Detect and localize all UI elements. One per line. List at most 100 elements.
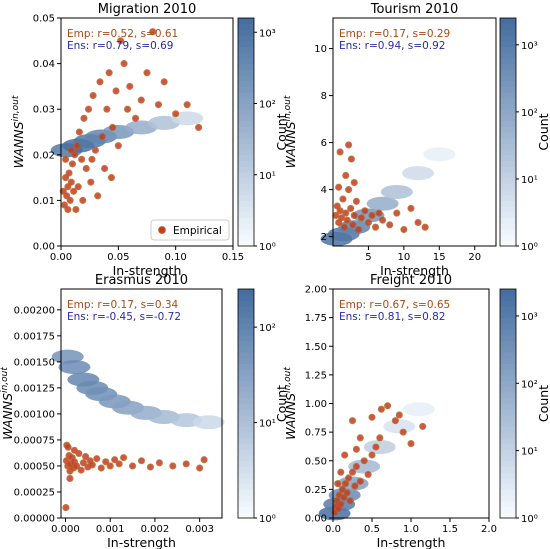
colorbar-segment (500, 86, 516, 93)
empirical-point (62, 174, 70, 182)
y-tick-label: 2.00 (305, 285, 327, 296)
colorbar-segment (500, 183, 516, 190)
empirical-point (376, 434, 384, 442)
empirical-point (62, 504, 70, 512)
empirical-points (332, 141, 429, 234)
colorbar-segment (500, 35, 516, 42)
y-axis-label: WANNSin,out (283, 95, 298, 168)
stats-ens: Ens: r=0.94, s=0.92 (339, 40, 445, 52)
empirical-point (94, 192, 102, 200)
colorbar-segment (238, 443, 254, 450)
colorbar-segment (500, 403, 516, 410)
empirical-point (59, 187, 67, 195)
density-cell (423, 147, 456, 162)
x-tick-label: 0.15 (222, 252, 244, 263)
empirical-point (351, 482, 359, 490)
colorbar-segment (500, 143, 516, 150)
empirical-point (345, 141, 353, 149)
colorbar-segment (500, 137, 516, 144)
colorbar-segment (238, 75, 254, 82)
empirical-point (419, 422, 427, 430)
empirical-point (407, 440, 415, 448)
colorbar-segment (238, 317, 254, 324)
empirical-point (360, 457, 368, 465)
colorbar-segment (500, 154, 516, 161)
panel-4: 0.0 0.5 1.0 1.5 2.0 0.00 0.25 0.50 0.75 1.00 1.25 1… (283, 273, 550, 549)
empirical-point (78, 155, 86, 163)
colorbar-segment (238, 177, 254, 184)
empirical-point (393, 209, 401, 217)
empirical-point (79, 459, 87, 467)
empirical-point (350, 211, 358, 219)
y-ticks: 0.00 0.25 0.50 0.75 1.00 1.25 1.50 1.75 2.00 (305, 285, 333, 525)
density-cell (383, 419, 416, 434)
y-axis-label-sup: in,out (283, 367, 293, 393)
empirical-point (338, 485, 346, 493)
colorbar-tick-label: 10¹ (259, 419, 276, 430)
y-tick-label: 0.01 (33, 196, 55, 207)
empirical-point (341, 480, 350, 488)
colorbar-segment (238, 18, 254, 25)
empirical-point (414, 218, 422, 227)
empirical-point (335, 183, 343, 191)
colorbar-segment (500, 495, 516, 502)
empirical-point (169, 462, 177, 470)
empirical-point (375, 209, 383, 217)
empirical-point (106, 462, 114, 470)
colorbar-segment (500, 166, 516, 173)
stats-ens: Ens: r=0.79, s=0.69 (67, 40, 173, 52)
colorbar-segment (238, 132, 254, 139)
colorbar-label: Count (274, 385, 289, 422)
ensemble-density (51, 349, 225, 430)
colorbar-segment (500, 57, 516, 65)
colorbar-segment (500, 374, 516, 382)
y-tick-label: 0.00050 (14, 461, 55, 472)
x-tick-label: 0.003 (185, 524, 214, 535)
colorbar-segment (238, 483, 254, 490)
empirical-point (200, 456, 208, 464)
colorbar-segment (500, 294, 516, 301)
chart-title: Erasmus 2010 (95, 273, 188, 288)
colorbar-tick-label: 10⁰ (259, 514, 276, 525)
empirical-point (421, 223, 429, 231)
colorbar-segment (500, 317, 516, 324)
colorbar-segment (238, 57, 254, 65)
empirical-point (82, 164, 90, 173)
empirical-point (349, 221, 357, 229)
colorbar-label: Count (536, 385, 550, 422)
empirical-point (336, 148, 344, 156)
x-tick-label: 0.05 (107, 252, 129, 263)
colorbar-segment (500, 340, 516, 347)
legend-marker (158, 226, 166, 234)
empirical-point (339, 195, 347, 203)
colorbar-segment (500, 357, 516, 364)
colorbar-tick-label: 10³ (259, 28, 276, 39)
y-tick-label: 0.04 (33, 59, 55, 70)
y-tick-label: 4 (321, 185, 327, 196)
colorbar-tick-label: 10³ (521, 41, 538, 52)
colorbar-segment (238, 149, 254, 156)
colorbar: 10⁰ 10¹ 10² Count (237, 288, 289, 525)
colorbar-segment (238, 369, 254, 376)
y-ticks: 0.00 0.01 0.02 0.03 0.04 0.05 (33, 14, 61, 253)
colorbar-segment (500, 460, 516, 467)
empirical-point (361, 207, 369, 215)
colorbar-segment (500, 240, 516, 247)
colorbar-segment (238, 23, 254, 30)
empirical-point (68, 160, 77, 168)
colorbar-segment (500, 206, 516, 213)
y-tick-label: 0.00125 (14, 383, 55, 394)
empirical-point (120, 454, 128, 462)
y-tick-label: 1.50 (305, 342, 327, 353)
colorbar-segment (500, 351, 516, 359)
colorbar-segment (238, 217, 254, 224)
empirical-point (379, 216, 387, 224)
colorbar-segment (238, 52, 254, 59)
colorbar-segment (238, 351, 254, 359)
colorbar-segment (500, 223, 516, 230)
colorbar-tick-label: 10³ (521, 312, 538, 323)
x-tick-label: 2.0 (481, 524, 497, 535)
colorbar-segment (238, 323, 254, 330)
colorbar-segment (500, 306, 516, 313)
colorbar-frame (237, 288, 255, 519)
